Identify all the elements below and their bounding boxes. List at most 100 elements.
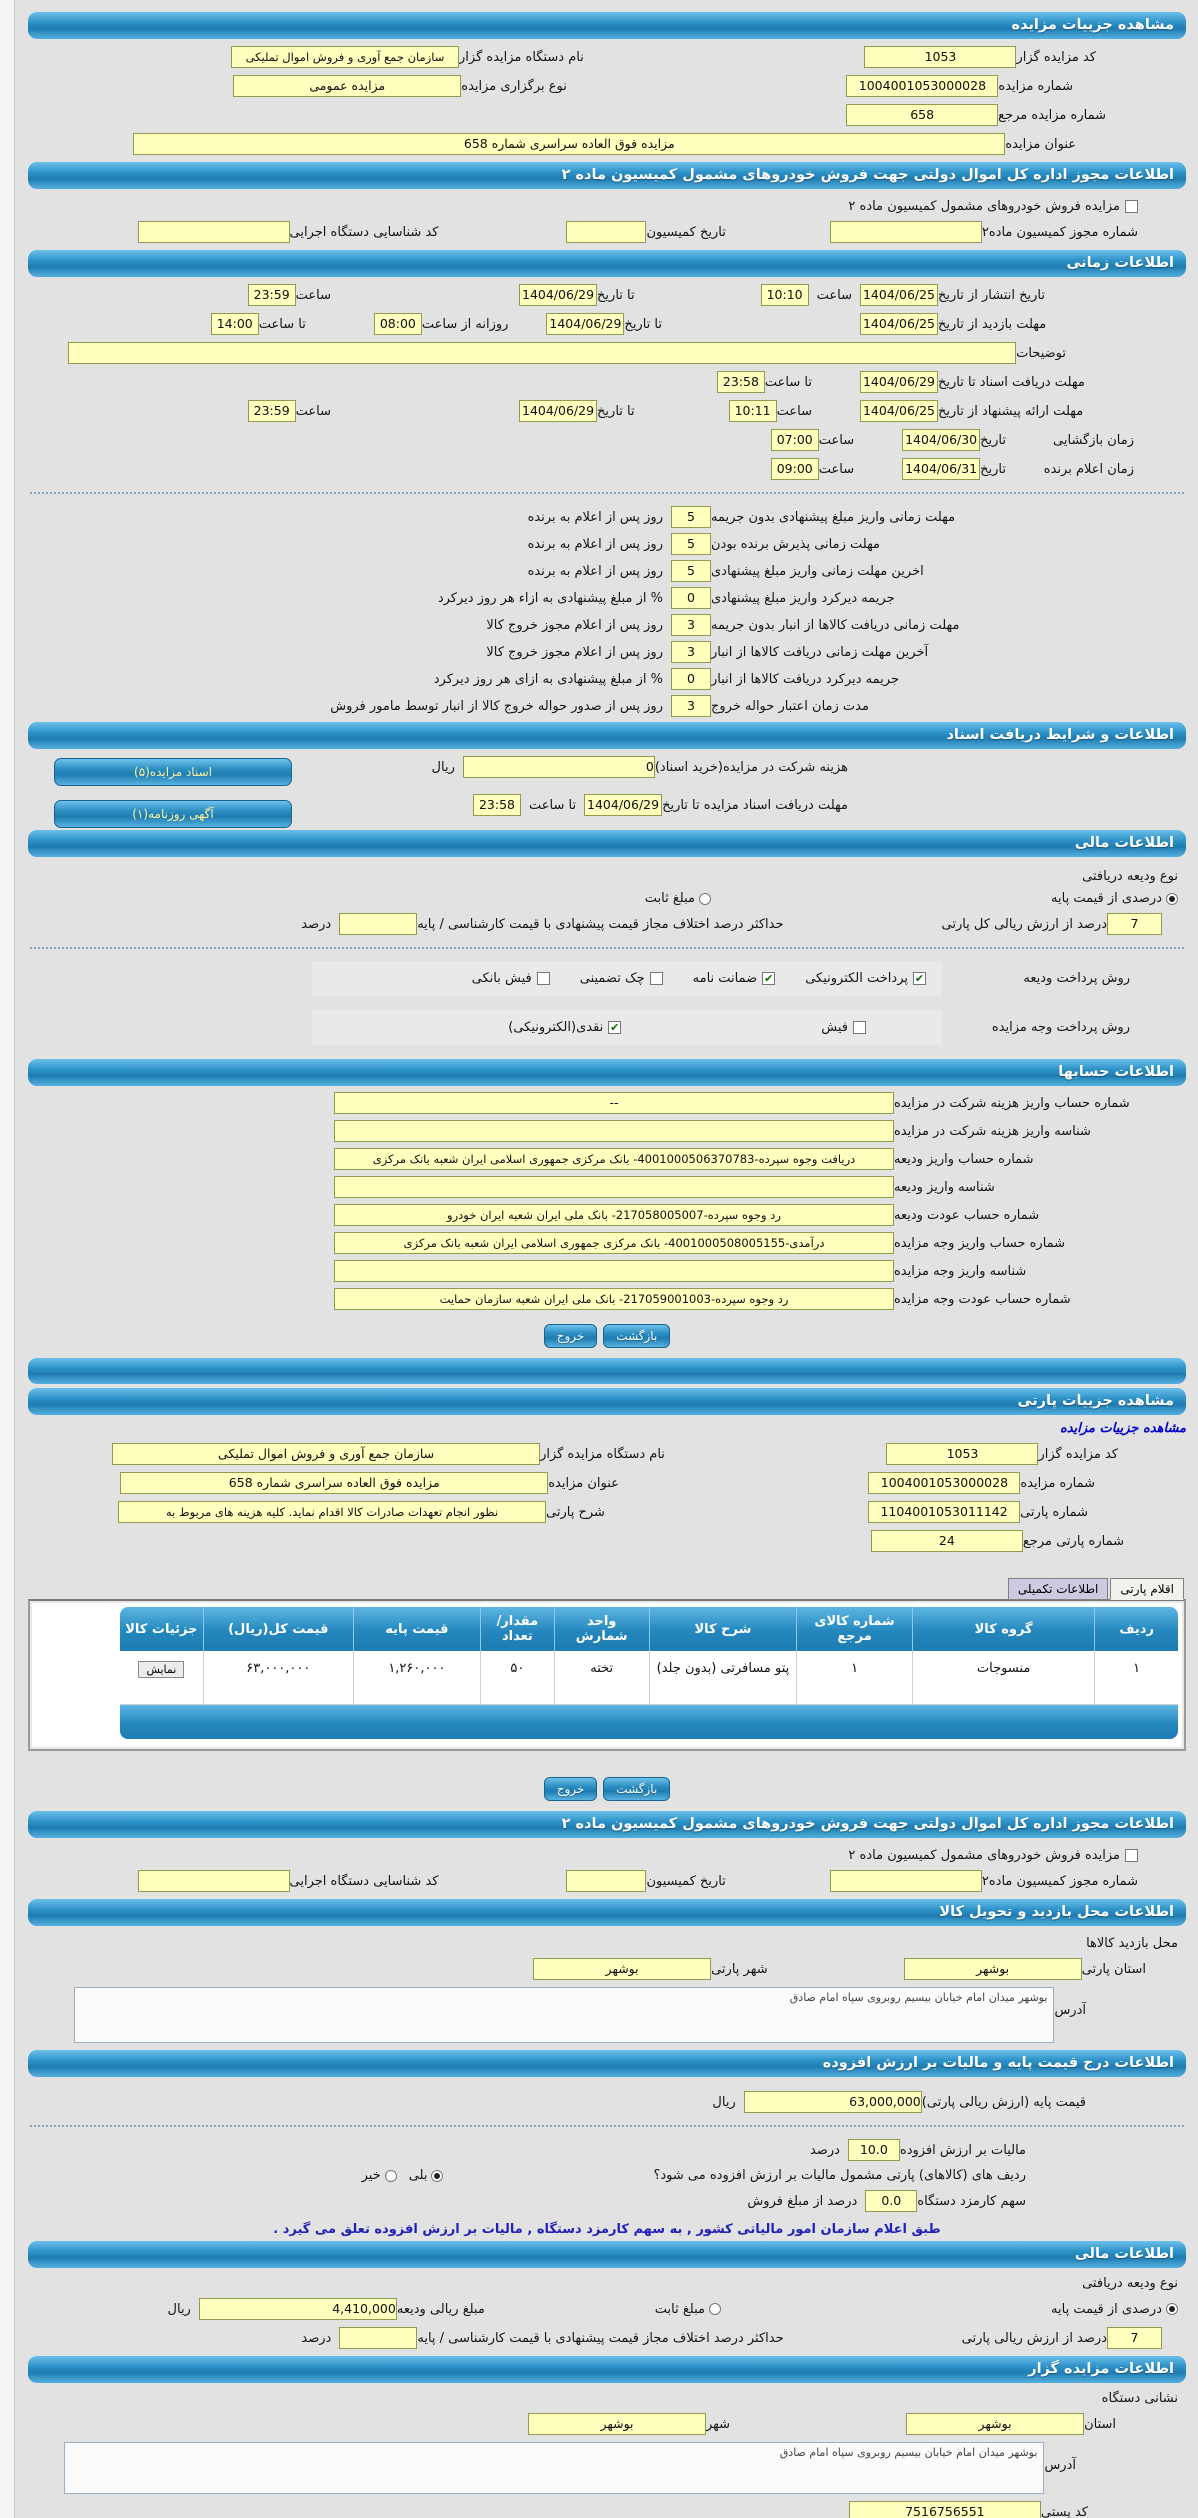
deposit-fixed-radio[interactable] [699,892,712,905]
vat-no-radio[interactable] [384,2169,397,2182]
auction-documents-button[interactable]: اسناد مزایده(۵) [54,758,292,786]
exit-button[interactable]: خروج [543,1777,598,1801]
back-button[interactable]: بازگشت [603,1324,671,1348]
account-row-field[interactable] [334,1260,894,1282]
postal-code-field[interactable]: 7516756551 [848,2501,1041,2518]
visit-daily-to-field[interactable]: 14:00 [210,313,259,335]
pay-electronic-checkbox[interactable] [913,972,926,985]
opening-time-field[interactable]: 07:00 [770,429,819,451]
auction-type-field[interactable]: مزایده عمومی [233,75,462,97]
offer-time-field[interactable]: 10:11 [728,400,777,422]
penalty-field[interactable]: 0 [671,668,711,690]
auction-details-link[interactable]: مشاهده جزییات مزایده [1059,1421,1186,1436]
org-address-textarea[interactable]: بوشهر میدان امام خیابان بیسیم روبروی سپا… [64,2442,1045,2494]
penalty-field[interactable]: 3 [671,695,711,717]
party-auction-no-field[interactable]: 1004001053000028 [868,1472,1021,1494]
penalty-field[interactable]: 5 [671,506,711,528]
visit-to-field[interactable]: 1404/06/29 [546,313,625,335]
party-desc-field[interactable]: نظور انجام تعهدات صادرات کالا اقدام نمای… [118,1501,546,1523]
deposit-percent-radio[interactable] [1166,892,1178,905]
base-price-field[interactable]: 63,000,000 [743,2091,922,2113]
publish-time-field[interactable]: 10:10 [760,284,809,306]
auctionpay-slip-checkbox[interactable] [853,1021,866,1034]
tab-additional-info[interactable]: اطلاعات تکمیلی [1007,1578,1109,1600]
publish-to-field[interactable]: 1404/06/29 [519,284,598,306]
party-city-field[interactable]: بوشهر [533,1958,712,1980]
commission-date-field-1[interactable] [566,221,647,243]
visit-daily-from-field[interactable]: 08:00 [373,313,422,335]
section-header-party-details: مشاهده جزییات پارتی [28,1388,1186,1415]
docs-deadline-time-field[interactable]: 23:58 [716,371,765,393]
offer-totime-field[interactable]: 23:59 [247,400,296,422]
newspaper-ad-button[interactable]: آگهی روزنامه(۱) [54,800,292,828]
commission-permit-field-1[interactable] [829,221,982,243]
visit-from-field[interactable]: 1404/06/25 [860,313,938,335]
docs-deadline-date-field[interactable]: 1404/06/29 [860,371,938,393]
account-row-field[interactable]: دریافت وجوه سپرده-4001000506370783- بانک… [334,1148,894,1170]
exit-button[interactable]: خروج [543,1324,598,1348]
account-row-field[interactable]: -- [334,1092,894,1114]
docs-receive-date-field[interactable]: 1404/06/29 [584,794,663,816]
commission-checkbox-1[interactable] [1125,200,1138,213]
deposit-percent-radio-2[interactable] [1166,2303,1178,2315]
commission-exec-field-1[interactable] [137,221,290,243]
notes-field[interactable] [68,342,1017,364]
device-fee-field[interactable]: 0.0 [865,2190,918,2212]
auction-title-field[interactable]: مزایده فوق العاده سراسری شماره 658 [133,133,1006,155]
publish-label: تاریخ انتشار از تاریخ [938,287,1046,303]
opening-date-field[interactable]: 1404/06/30 [902,429,981,451]
maxdiff-field-2[interactable] [339,2327,418,2349]
party-org-field[interactable]: سازمان جمع آوری و فروش اموال تملیکی [112,1443,541,1465]
pay-check-checkbox[interactable] [649,972,663,985]
visit-address-textarea[interactable]: بوشهر میدان امام خیابان بیسیم روبروی سپا… [74,1987,1055,2043]
deposit-amount-field[interactable]: 4,410,000 [198,2298,397,2320]
winner-date-field[interactable]: 1404/06/31 [902,458,981,480]
vat-yes-radio[interactable] [431,2169,444,2182]
org-city-field[interactable]: بوشهر [528,2413,706,2435]
account-row-field[interactable]: رد وجوه سپرده-217058005007- بانک ملی ایر… [334,1204,894,1226]
party-bidder-code-field[interactable]: 1053 [886,1443,1039,1465]
penalty-field[interactable]: 3 [671,641,711,663]
pay-check-label: چک تضمینی [579,971,645,986]
bidder-code-field[interactable]: 1053 [864,46,1017,68]
vat-field[interactable]: 10.0 [847,2139,900,2161]
commission-permit-field-2[interactable] [829,1870,982,1892]
account-row-field[interactable] [334,1120,894,1142]
offer-from-field[interactable]: 1404/06/25 [860,400,938,422]
deposit-fixed-radio-2[interactable] [709,2303,722,2315]
penalty-field[interactable]: 5 [671,560,711,582]
tab-party-items[interactable]: اقلام پارتی [1110,1578,1184,1600]
publish-totime-field[interactable]: 23:59 [247,284,296,306]
penalty-field[interactable]: 5 [671,533,711,555]
party-no-field[interactable]: 1104001053011142 [868,1501,1021,1523]
auction-no-field[interactable]: 1004001053000028 [846,75,999,97]
show-item-details-button[interactable]: نمایش [138,1661,185,1678]
account-row-field[interactable]: درآمدی-4001000508005155- بانک مرکزی جمهو… [334,1232,894,1254]
left-scrollbar[interactable] [0,0,15,2518]
org-name-field[interactable]: سازمان جمع آوری و فروش اموال تملیکی [231,46,459,68]
commission-date-field-2[interactable] [566,1870,647,1892]
penalty-field[interactable]: 3 [671,614,711,636]
auction-ref-field[interactable]: 658 [846,104,999,126]
winner-time-field[interactable]: 09:00 [770,458,819,480]
pay-guarantee-checkbox[interactable] [762,972,776,985]
docs-receive-time-field[interactable]: 23:58 [472,794,521,816]
org-province-field[interactable]: بوشهر [906,2413,1085,2435]
deposit-percent-field[interactable]: 7 [1107,913,1162,935]
commission-exec-field-2[interactable] [137,1870,290,1892]
offer-to-field[interactable]: 1404/06/29 [519,400,598,422]
publish-from-field[interactable]: 1404/06/25 [860,284,938,306]
pay-bankslip-checkbox[interactable] [536,972,550,985]
maxdiff-field[interactable] [339,913,418,935]
party-ref-field[interactable]: 24 [870,1530,1023,1552]
account-row-field[interactable] [334,1176,894,1198]
participation-fee-field[interactable]: 0 [462,756,655,778]
commission-checkbox-2[interactable] [1125,1849,1138,1862]
deposit-percent-field-2[interactable]: 7 [1107,2327,1162,2349]
penalty-field[interactable]: 0 [671,587,711,609]
account-row-field[interactable]: رد وجوه سپرده-217059001003- بانک ملی ایر… [334,1288,894,1310]
party-title-field[interactable]: مزایده فوق العاده سراسری شماره 658 [120,1472,549,1494]
back-button[interactable]: بازگشت [603,1777,671,1801]
party-province-field[interactable]: بوشهر [903,1958,1082,1980]
auctionpay-cash-checkbox[interactable] [608,1021,622,1034]
